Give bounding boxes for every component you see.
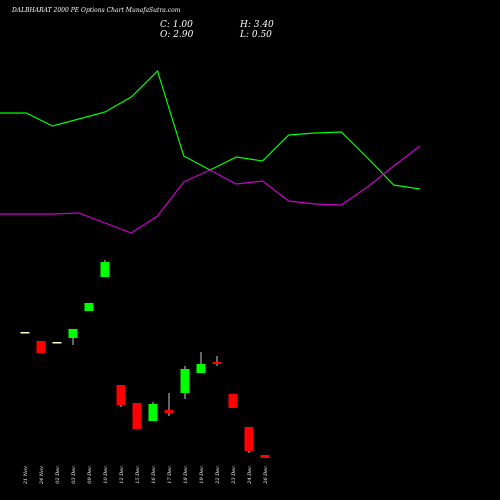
x-tick-label: 26 Dec bbox=[263, 466, 269, 485]
x-tick-label: 22 Dec bbox=[215, 466, 221, 485]
line bbox=[0, 145, 421, 234]
candle-body bbox=[52, 342, 62, 344]
x-tick-label: 19 Dec bbox=[199, 466, 205, 484]
candle-body bbox=[180, 369, 190, 393]
x-tick-label: 24 Nov bbox=[39, 466, 45, 485]
x-tick-label: 09 Dec bbox=[87, 466, 93, 484]
x-tick-label: 16 Dec bbox=[151, 466, 157, 484]
x-tick-label: 03 Dec bbox=[71, 466, 77, 484]
x-tick-label: 18 Dec bbox=[183, 466, 189, 484]
x-tick-label: 17 Dec bbox=[167, 466, 173, 484]
x-tick-label: 02 Dec bbox=[55, 466, 61, 484]
candle-body bbox=[36, 341, 46, 353]
candle-body bbox=[68, 329, 78, 338]
candle-body bbox=[132, 403, 142, 429]
x-tick-label: 10 Dec bbox=[103, 466, 109, 484]
candle-body bbox=[196, 364, 206, 373]
chart-title: DALBHARAT 2000 PE Options Chart MunafaSu… bbox=[11, 7, 181, 14]
candle-body bbox=[228, 394, 238, 408]
high-label: H: 3.40 bbox=[239, 20, 274, 30]
low-label: L: 0.50 bbox=[239, 30, 272, 40]
candle-body bbox=[244, 427, 254, 451]
candle-body bbox=[164, 410, 174, 413]
candle-body bbox=[148, 404, 158, 421]
candle-body bbox=[84, 303, 94, 311]
candle-body bbox=[212, 362, 222, 364]
candle-body bbox=[116, 385, 126, 405]
candle-body bbox=[20, 332, 30, 334]
x-tick-label: 12 Dec bbox=[119, 466, 125, 484]
x-tick-label: 23 Dec bbox=[231, 466, 237, 485]
x-tick-label: 24 Dec bbox=[247, 466, 253, 485]
x-tick-label: 21 Nov bbox=[23, 466, 29, 485]
candle-body bbox=[260, 455, 270, 458]
close-label: C: 1.00 bbox=[160, 20, 193, 30]
x-tick-label: 15 Dec bbox=[135, 466, 141, 484]
open-label: O: 2.90 bbox=[160, 30, 194, 40]
candle-body bbox=[100, 262, 110, 277]
